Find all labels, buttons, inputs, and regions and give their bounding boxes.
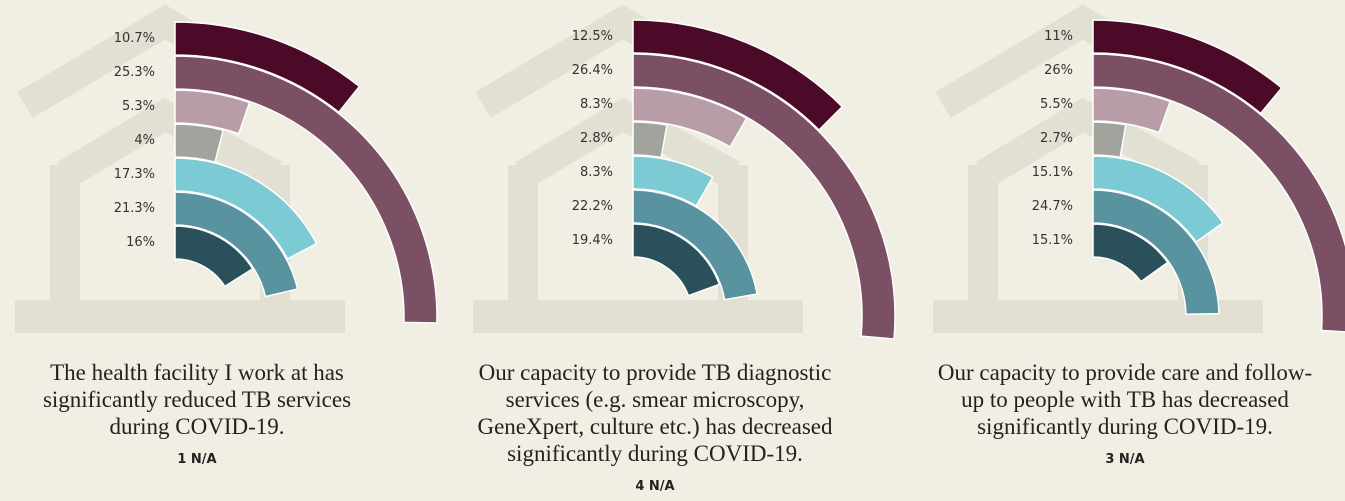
value-label: 2.8% <box>580 131 613 146</box>
value-label: 4% <box>134 133 155 148</box>
caption: significantly reduced TB services <box>43 387 351 412</box>
value-label: 26% <box>1044 63 1073 78</box>
caption: up to people with TB has decreased <box>961 387 1289 412</box>
inner-roof <box>57 97 283 189</box>
value-label: 10.7% <box>114 31 155 46</box>
radial-bar <box>1092 53 1345 333</box>
value-label: 21.3% <box>114 201 155 216</box>
value-label: 22.2% <box>572 199 613 214</box>
base <box>473 300 803 333</box>
value-label: 26.4% <box>572 63 613 78</box>
caption: significantly during COVID-19. <box>507 441 803 466</box>
inner-roof <box>515 97 741 189</box>
caption: significantly during COVID-19. <box>977 414 1273 439</box>
value-label: 15.1% <box>1032 233 1073 248</box>
radial-bar <box>1092 189 1220 316</box>
value-label: 2.7% <box>1040 131 1073 146</box>
footnote: 1 N/A <box>177 452 216 467</box>
value-label: 8.3% <box>580 165 613 180</box>
radial-bar <box>174 89 251 135</box>
radial-bar <box>174 225 254 288</box>
caption: GeneXpert, culture etc.) has decreased <box>477 414 833 439</box>
value-label: 5.5% <box>1040 97 1073 112</box>
radial-bar <box>632 223 721 297</box>
footnote: 3 N/A <box>1105 452 1144 467</box>
radial-bar <box>174 55 438 324</box>
value-label: 11% <box>1044 29 1073 44</box>
footnote: 4 N/A <box>635 479 674 494</box>
caption: Our capacity to provide TB diagnostic <box>479 360 832 385</box>
caption: during COVID-19. <box>109 414 284 439</box>
base <box>15 300 345 333</box>
radial-bar <box>632 19 844 132</box>
radial-bar <box>632 189 758 301</box>
value-label: 12.5% <box>572 29 613 44</box>
radial-bar <box>1092 19 1283 115</box>
value-label: 24.7% <box>1032 199 1073 214</box>
value-label: 5.3% <box>122 99 155 114</box>
radial-bar <box>632 155 714 207</box>
value-label: 17.3% <box>114 167 155 182</box>
caption: The health facility I work at has <box>50 360 344 385</box>
radial-bar <box>1092 223 1169 283</box>
radial-bar <box>1092 121 1127 159</box>
radial-bar <box>632 53 896 340</box>
value-label: 16% <box>126 235 155 250</box>
house-icon <box>473 4 803 333</box>
inner-roof <box>975 97 1201 189</box>
value-label: 19.4% <box>572 233 613 248</box>
radial-bar <box>632 121 668 159</box>
radial-bar <box>1092 155 1225 244</box>
caption: services (e.g. smear microscopy, <box>506 387 805 412</box>
value-label: 8.3% <box>580 97 613 112</box>
radial-bar <box>632 87 748 148</box>
value-label: 25.3% <box>114 65 155 80</box>
radial-bar <box>174 123 225 163</box>
radial-bar <box>1092 87 1172 134</box>
value-label: 15.1% <box>1032 165 1073 180</box>
radial-bar <box>174 21 361 114</box>
radial-bar <box>174 191 299 298</box>
caption: Our capacity to provide care and follow- <box>938 360 1312 385</box>
